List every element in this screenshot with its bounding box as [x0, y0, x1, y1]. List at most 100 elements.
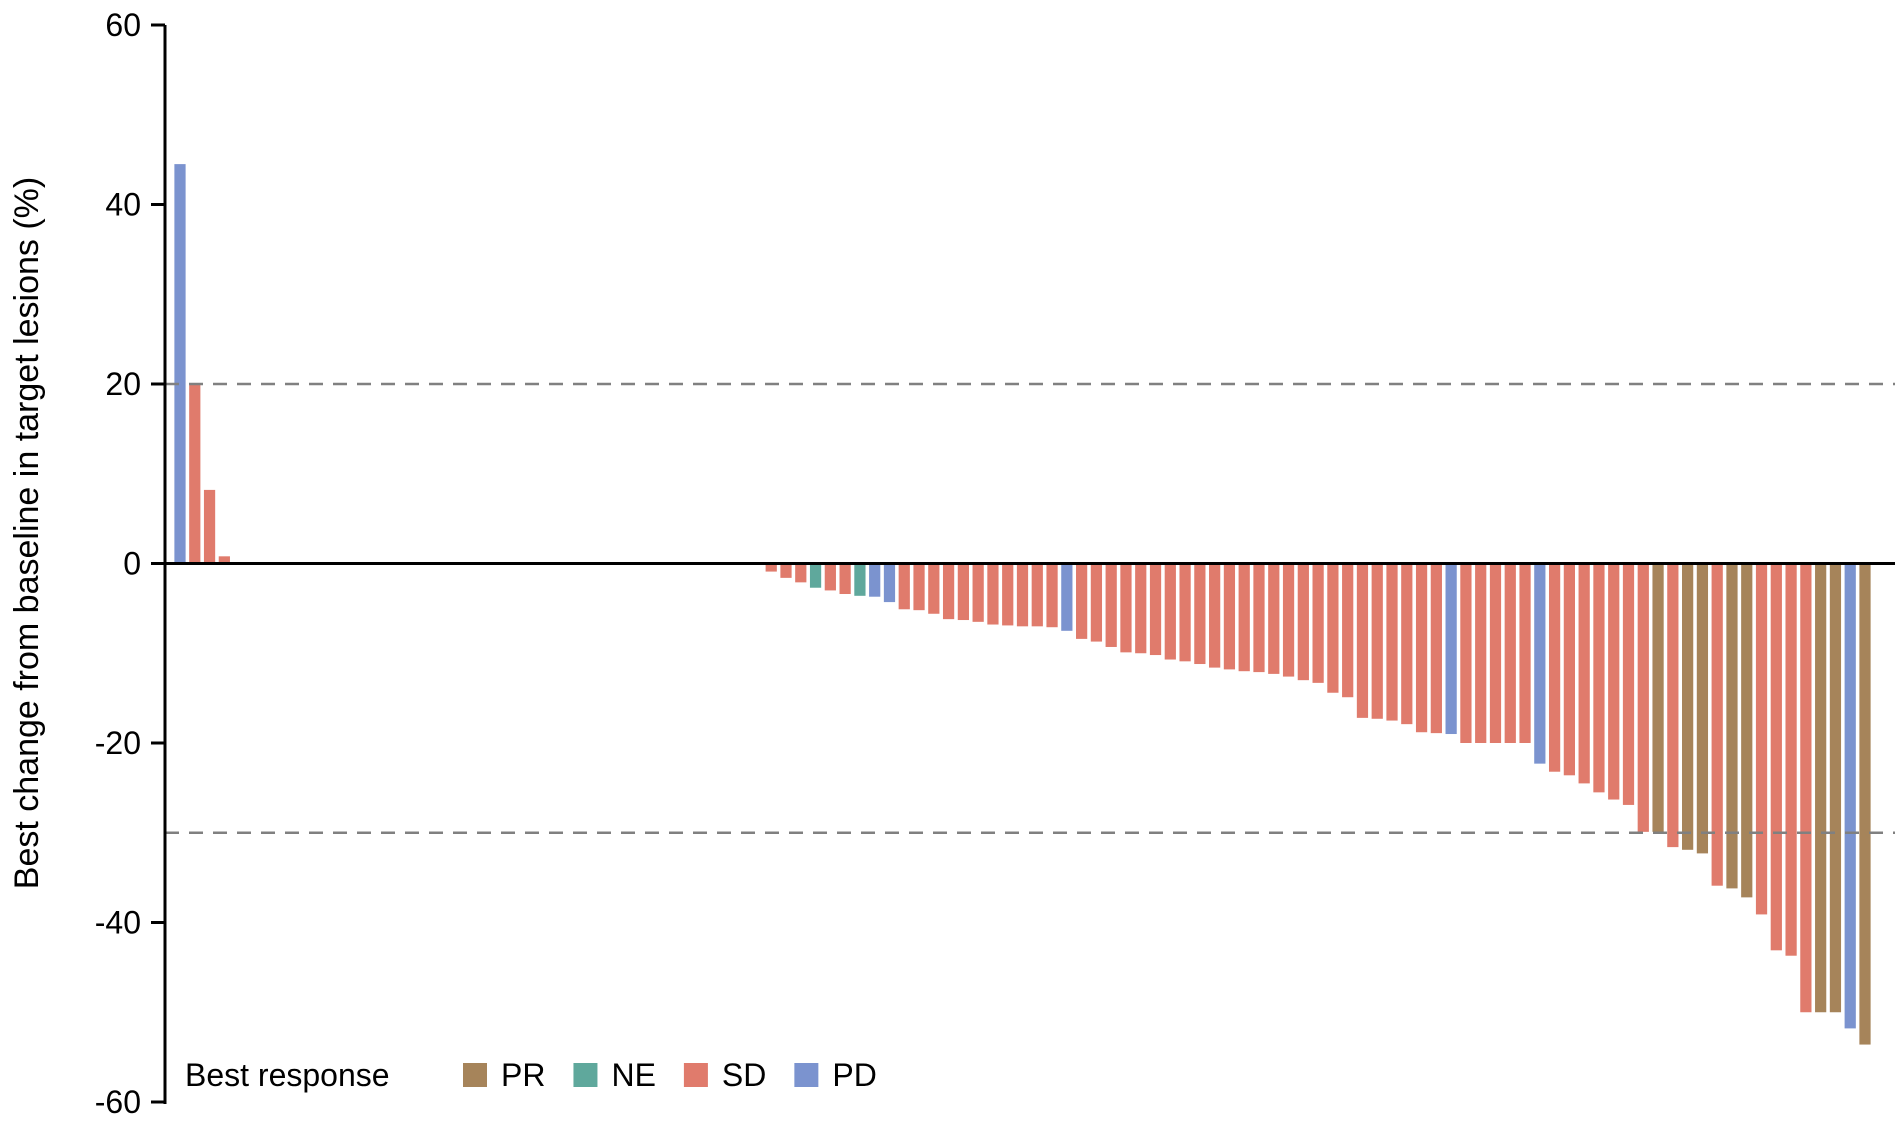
bar-pd	[1061, 563, 1073, 631]
bar-pd	[174, 164, 186, 564]
bar-sd	[1342, 563, 1354, 698]
bar-ne	[854, 563, 866, 596]
bar-sd	[1164, 563, 1176, 660]
bar-sd	[1593, 563, 1605, 793]
bar-sd	[218, 556, 230, 564]
bar-sd	[928, 563, 940, 614]
bar-pd	[1534, 563, 1546, 764]
bar-pr	[1859, 563, 1871, 1045]
bar-pr	[1726, 563, 1738, 889]
bar-sd	[1120, 563, 1132, 653]
bar-sd	[1046, 563, 1058, 628]
bar-sd	[1415, 563, 1428, 733]
bar-ne	[809, 563, 822, 588]
y-tick-label: 20	[105, 366, 141, 402]
bar-sd	[1386, 563, 1398, 721]
legend-label-pr: PR	[501, 1057, 545, 1093]
bar-sd	[1002, 563, 1014, 626]
bar-sd	[1504, 563, 1516, 743]
bar-sd	[1711, 563, 1723, 886]
bar-sd	[780, 563, 792, 578]
y-tick-label: -40	[95, 905, 141, 941]
bar-sd	[1253, 563, 1265, 673]
bar-sd	[1076, 563, 1088, 639]
bar-sd	[898, 563, 910, 610]
bar-sd	[1268, 563, 1280, 674]
bar-pr	[1652, 563, 1664, 832]
bar-sd	[203, 489, 216, 564]
bar-pd	[1844, 563, 1856, 1029]
bar-sd	[1194, 563, 1206, 665]
bar-sd	[1770, 563, 1782, 951]
bars-group	[174, 164, 1871, 1045]
bar-sd	[1489, 563, 1502, 743]
bar-sd	[1430, 563, 1442, 734]
bar-sd	[1223, 563, 1236, 670]
legend-swatch-pr	[463, 1063, 487, 1087]
bar-sd	[957, 563, 969, 621]
bar-pr	[1741, 563, 1753, 898]
bar-sd	[1312, 563, 1324, 683]
legend-swatch-sd	[683, 1063, 708, 1087]
bar-sd	[839, 563, 851, 595]
bar-sd	[1356, 563, 1369, 718]
bar-sd	[795, 563, 807, 583]
legend-title: Best response	[185, 1057, 390, 1093]
bar-pr	[1682, 563, 1694, 850]
legend-label-ne: NE	[611, 1057, 655, 1093]
bar-sd	[1179, 563, 1191, 662]
bar-sd	[913, 563, 925, 611]
bar-sd	[1785, 563, 1797, 956]
reference-lines	[165, 382, 1895, 834]
bar-sd	[1475, 563, 1487, 743]
y-tick-label: 0	[123, 546, 141, 582]
y-ticks: -60 -40 -20 0 20 40 60	[95, 7, 165, 1120]
bar-sd	[1460, 563, 1472, 743]
legend: Best response PR NE SD PD	[185, 1057, 877, 1093]
bar-sd	[1563, 563, 1575, 776]
bar-sd	[1401, 563, 1413, 725]
bar-sd	[1105, 563, 1117, 647]
y-tick-label: -60	[95, 1084, 141, 1120]
bar-sd	[1135, 563, 1147, 654]
legend-label-pd: PD	[832, 1057, 876, 1093]
bar-sd	[972, 563, 984, 622]
bar-sd	[1016, 563, 1029, 627]
y-axis-label: Best change from baseline in target lesi…	[8, 177, 46, 889]
bar-sd	[824, 563, 836, 591]
bar-pd	[883, 563, 896, 603]
legend-swatch-pd	[794, 1063, 819, 1087]
bar-sd	[1578, 563, 1590, 784]
y-tick-label: 40	[105, 187, 141, 223]
bar-sd	[1327, 563, 1339, 693]
bar-sd	[942, 563, 955, 620]
bar-pd	[869, 563, 881, 597]
y-tick-label: 60	[105, 7, 141, 43]
bar-pr	[1815, 563, 1827, 1013]
legend-swatch-ne	[573, 1063, 598, 1087]
bar-sd	[1209, 563, 1221, 668]
bar-pr	[1696, 563, 1709, 854]
bar-sd	[1637, 563, 1649, 832]
bar-sd	[987, 563, 999, 625]
y-tick-label: -20	[95, 725, 141, 761]
bar-sd	[1090, 563, 1103, 642]
bar-sd	[1031, 563, 1043, 627]
bar-sd	[1149, 563, 1162, 656]
bar-sd	[1755, 563, 1768, 915]
bar-sd	[1608, 563, 1620, 800]
legend-label-sd: SD	[722, 1057, 766, 1093]
bar-sd	[1548, 563, 1561, 772]
bar-sd	[1667, 563, 1679, 848]
bar-pr	[1829, 563, 1842, 1013]
bar-sd	[1800, 563, 1812, 1013]
bar-sd	[1519, 563, 1531, 743]
bar-sd	[1297, 563, 1309, 681]
bar-sd	[189, 384, 201, 564]
bar-sd	[1371, 563, 1383, 719]
bar-sd	[1238, 563, 1250, 672]
bar-sd	[1622, 563, 1635, 805]
bar-sd	[765, 563, 777, 572]
bar-pd	[1445, 563, 1457, 735]
